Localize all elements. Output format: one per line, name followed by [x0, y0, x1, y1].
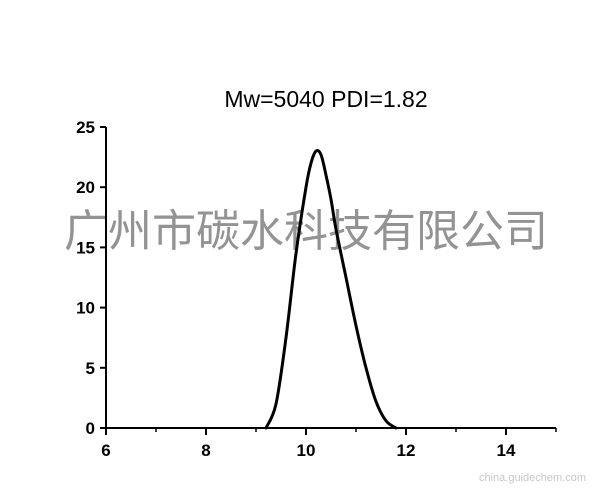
y-tick-label: 25	[76, 118, 95, 137]
x-tick-label: 12	[397, 441, 416, 460]
axes: 0 5 10 15 20 25 6 8 10 12 14	[76, 118, 557, 460]
x-tick-label: 10	[297, 441, 316, 460]
distribution-curve-0	[264, 148, 398, 430]
source-credit: china.guidechem.com	[479, 472, 586, 484]
watermark-layer: 广州市碳水科技有限公司	[64, 206, 548, 257]
x-tick-label: 6	[101, 441, 110, 460]
x-tick-label: 8	[201, 441, 210, 460]
plot-area	[264, 148, 398, 430]
x-tick-label: 14	[497, 441, 516, 460]
chart-title: Mw=5040 PDI=1.82	[224, 86, 427, 112]
y-tick-label: 20	[76, 178, 95, 197]
y-tick-label: 10	[76, 299, 95, 318]
y-tick-label: 5	[86, 359, 95, 378]
y-tick-label: 0	[86, 419, 95, 438]
company-watermark: 广州市碳水科技有限公司	[64, 206, 548, 257]
y-tick-label: 15	[76, 238, 95, 257]
